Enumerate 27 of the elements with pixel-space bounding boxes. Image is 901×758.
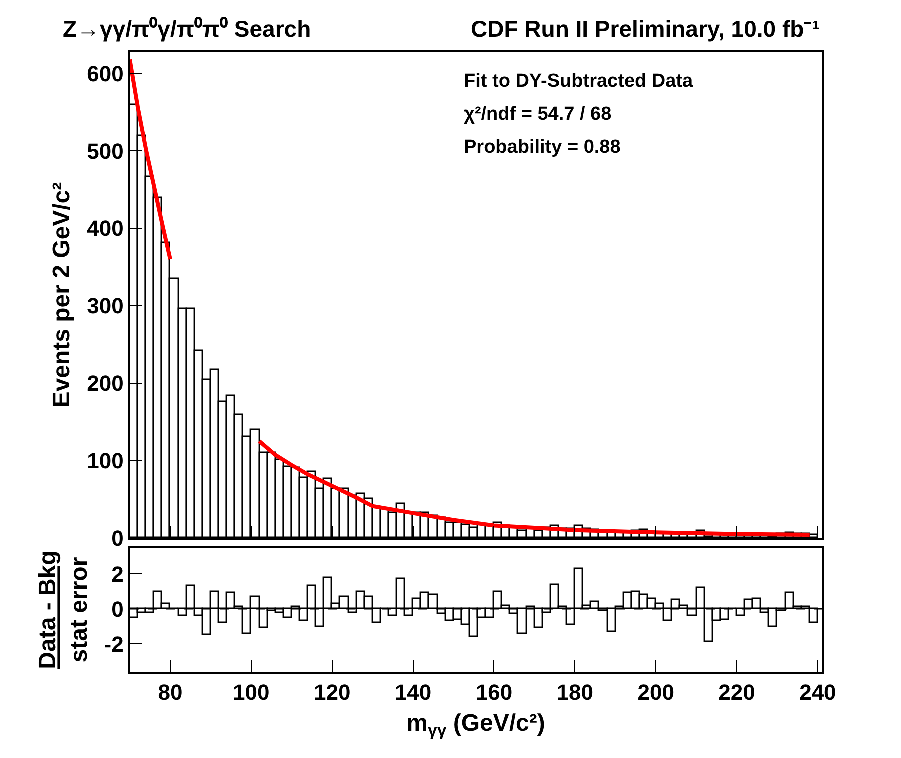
y-tick-label: 600 <box>87 61 124 86</box>
y-tick-label: -2 <box>104 632 124 657</box>
annotation: Fit to DY-Subtracted Data <box>464 71 694 92</box>
x-tick-label: 160 <box>476 680 513 706</box>
annotation: χ²/ndf = 54.7 / 68 <box>464 104 612 125</box>
y-axis-title: Data - Bkg stat error <box>34 550 93 670</box>
y-tick-label: 0 <box>112 596 124 622</box>
y-tick-label: 300 <box>87 294 124 319</box>
y-tick-label: 400 <box>87 216 124 242</box>
x-tick-label: 200 <box>638 680 674 706</box>
x-tick-label: 120 <box>314 680 351 706</box>
x-tick-label: 240 <box>800 680 836 706</box>
y-axis-title: Events per 2 GeV/c² <box>48 182 76 408</box>
chart-title: Z→γγ/π⁰γ/π⁰π⁰ Search <box>63 16 312 42</box>
y-tick-label: 2 <box>112 562 124 587</box>
x-tick-label: 80 <box>158 680 183 706</box>
y-tick-label: 0 <box>112 526 124 551</box>
x-axis-title: m$_{γγ}$ (GeV/c²) <box>406 710 546 740</box>
x-tick-label: 180 <box>556 680 594 706</box>
annotation: Probability = 0.88 <box>464 137 621 158</box>
x-tick-label: 140 <box>394 680 432 706</box>
y-tick-label: 200 <box>87 370 124 396</box>
chart-subtitle: CDF Run II Preliminary, 10.0 fb⁻¹ <box>471 16 820 42</box>
x-tick-label: 220 <box>718 680 756 706</box>
x-tick-label: 100 <box>233 680 270 706</box>
y-tick-label: 500 <box>87 138 124 164</box>
y-tick-label: 100 <box>87 448 124 474</box>
